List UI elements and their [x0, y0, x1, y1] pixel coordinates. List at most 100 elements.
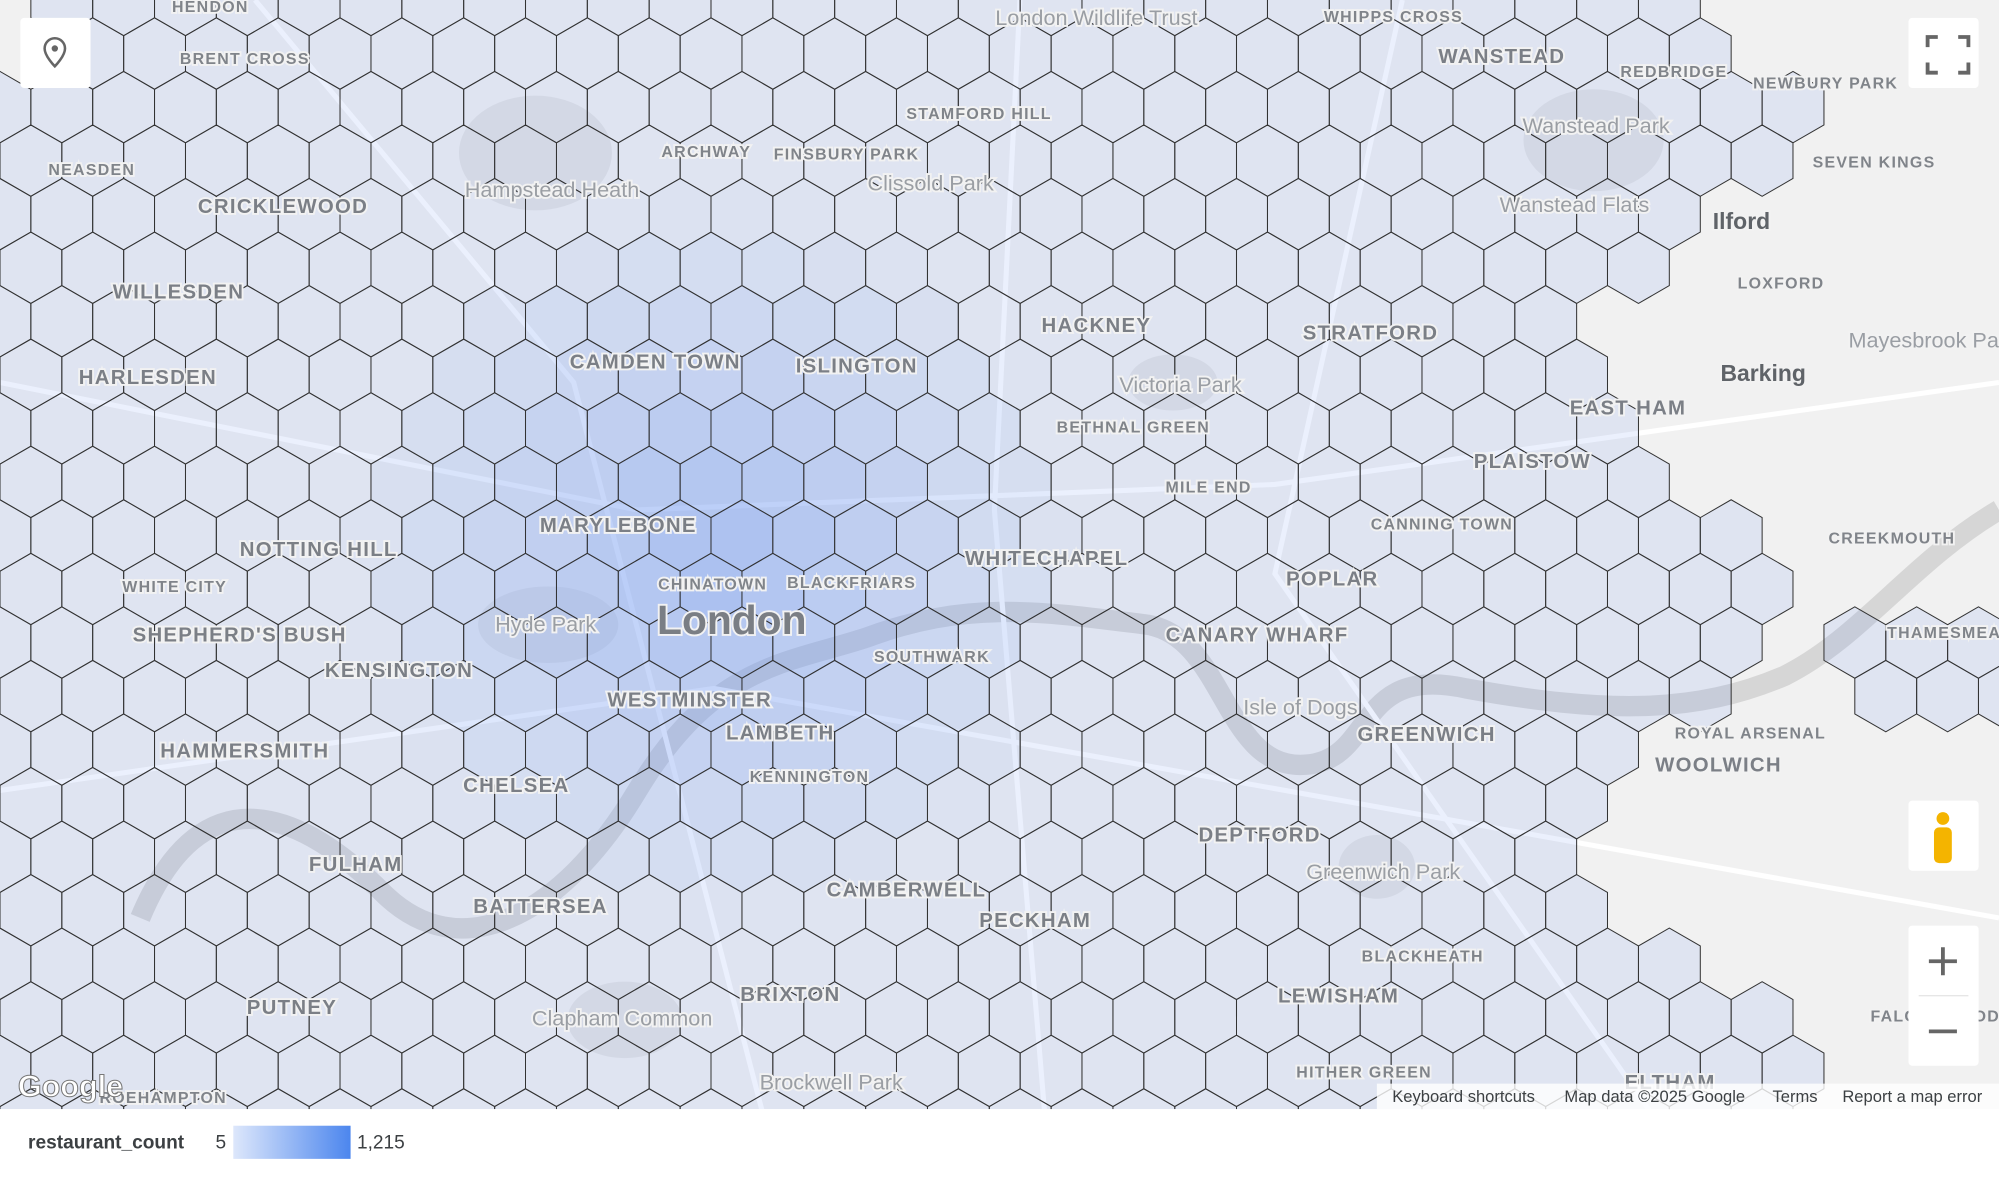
- place-label: LAMBETH: [726, 723, 835, 745]
- fullscreen-button[interactable]: [1908, 17, 1979, 88]
- roads: [0, 0, 1999, 1110]
- place-label: PLAISTOW: [1474, 451, 1591, 473]
- place-label: LOXFORD: [1738, 276, 1825, 293]
- place-label: Brockwell Park: [760, 1069, 903, 1094]
- footer-link[interactable]: Report a map error: [1842, 1087, 1982, 1106]
- place-label: ISLINGTON: [796, 356, 918, 378]
- place-label: Greenwich Park: [1306, 859, 1460, 884]
- place-label: SHEPHERD'S BUSH: [133, 625, 347, 647]
- place-label: CRICKLEWOOD: [198, 196, 368, 218]
- my-location-button[interactable]: [20, 17, 91, 88]
- place-labels: HENDON BRENT CROSS NEASDEN CRICKLEWOOD WILLE…: [46, 0, 1999, 1109]
- place-label: GREENWICH: [1357, 724, 1495, 746]
- place-label: Victoria Park: [1119, 372, 1242, 397]
- place-label: CHINATOWN: [658, 576, 767, 593]
- place-label: KENSINGTON: [325, 660, 473, 682]
- footer-link[interactable]: Keyboard shortcuts: [1392, 1087, 1535, 1106]
- legend-max: 1,215: [357, 1133, 405, 1154]
- place-label: POPLAR: [1286, 568, 1379, 590]
- icon: [1925, 35, 1971, 75]
- place-label: SEVEN KINGS: [1813, 154, 1936, 171]
- icon: [43, 36, 67, 69]
- place-label: WHITECHAPEL: [965, 548, 1128, 570]
- place-label: HARLESDEN: [79, 367, 217, 389]
- place-label: NEWBURY PARK: [1753, 75, 1898, 92]
- place-label: Wanstead Flats: [1500, 192, 1650, 217]
- place-label: KENNINGTON: [750, 769, 870, 786]
- place-label: DEPTFORD: [1198, 825, 1320, 847]
- place-label: Ilford: [1713, 208, 1770, 234]
- zoom-in[interactable]: [1928, 947, 1957, 976]
- place-label: MARYLEBONE: [540, 515, 697, 537]
- place-label: Wanstead Park: [1523, 113, 1670, 138]
- icon: [1933, 827, 1952, 864]
- place-label: MILE END: [1165, 479, 1251, 496]
- place-label: STRATFORD: [1303, 322, 1439, 344]
- place-label: FULHAM: [309, 854, 403, 876]
- parks: [458, 89, 1664, 1059]
- place-label: SOUTHWARK: [874, 649, 990, 666]
- place-label: ARCHWAY: [661, 144, 751, 161]
- place-label: PECKHAM: [979, 910, 1091, 932]
- place-label: WILLESDEN: [113, 282, 244, 304]
- place-label: London Wildlife Trust: [995, 5, 1197, 30]
- place-label: CANNING TOWN: [1371, 516, 1513, 533]
- footer-link[interactable]: Map data ©2025 Google: [1564, 1087, 1745, 1106]
- place-label: BLACKHEATH: [1362, 949, 1484, 966]
- place-label: WESTMINSTER: [607, 690, 772, 712]
- legend-min: 5: [215, 1133, 226, 1154]
- place-label: HAMMERSMITH: [160, 741, 329, 763]
- place-label: Clissold Park: [867, 171, 994, 196]
- place-label: BETHNAL GREEN: [1057, 420, 1210, 437]
- place-label: WANSTEAD: [1438, 46, 1565, 68]
- place-label: LEWISHAM: [1278, 985, 1399, 1007]
- place-label: ROEHAMPTON: [99, 1090, 226, 1107]
- place-label: PUTNEY: [247, 997, 337, 1019]
- place-label: BRENT CROSS: [180, 51, 310, 68]
- place-label: NEASDEN: [48, 162, 135, 179]
- place-label: FINSBURY PARK: [774, 147, 919, 164]
- place-label: CAMBERWELL: [827, 880, 987, 902]
- place-label: Hyde Park: [495, 612, 596, 637]
- place-label: CHELSEA: [463, 775, 569, 797]
- legend-title: restaurant_count: [28, 1133, 185, 1154]
- place-label: HITHER GREEN: [1296, 1065, 1432, 1082]
- street-view-pegman[interactable]: [1908, 800, 1979, 871]
- place-label: CAMDEN TOWN: [570, 352, 741, 374]
- place-label: REDBRIDGE: [1620, 64, 1727, 81]
- place-label: EAST HAM: [1570, 398, 1687, 420]
- button-bg: [1908, 17, 1979, 88]
- hex-cell: [1668, 659, 1732, 733]
- footer-bg: [1376, 1083, 1999, 1110]
- zoom-controls: [1908, 925, 1979, 1066]
- icon: [51, 45, 59, 52]
- place-label: WHIPPS CROSS: [1324, 9, 1463, 26]
- place-label: Mayesbrook Park: [1848, 327, 1999, 352]
- place-label: NOTTING HILL: [240, 539, 398, 561]
- place-label: ROYAL ARSENAL: [1675, 726, 1826, 743]
- place-label: WHITE CITY: [122, 579, 227, 596]
- place-label: London: [657, 597, 806, 643]
- footer-link[interactable]: Terms: [1772, 1087, 1817, 1106]
- place-label: Barking: [1720, 360, 1805, 386]
- place-label: BLACKFRIARS: [787, 575, 916, 592]
- place-label: BRIXTON: [740, 984, 840, 1006]
- place-label: Isle of Dogs: [1243, 695, 1358, 720]
- place-label: Clapham Common: [532, 1006, 713, 1031]
- place-label: Hampstead Heath: [465, 177, 640, 202]
- place-label: HACKNEY: [1042, 315, 1152, 337]
- button-bg: [20, 17, 91, 88]
- place-label: STAMFORD HILL: [906, 106, 1051, 123]
- hex-cell: [1730, 124, 1794, 197]
- attribution: Keyboard shortcuts Map data ©2025 Google T…: [1392, 1087, 1983, 1106]
- icon: [1928, 947, 1957, 976]
- place-label: BATTERSEA: [473, 896, 607, 918]
- hex-cell: [1606, 231, 1670, 305]
- hex-cell: [1977, 665, 1999, 727]
- legend-gradient: [233, 1125, 351, 1159]
- icon: [1936, 812, 1950, 825]
